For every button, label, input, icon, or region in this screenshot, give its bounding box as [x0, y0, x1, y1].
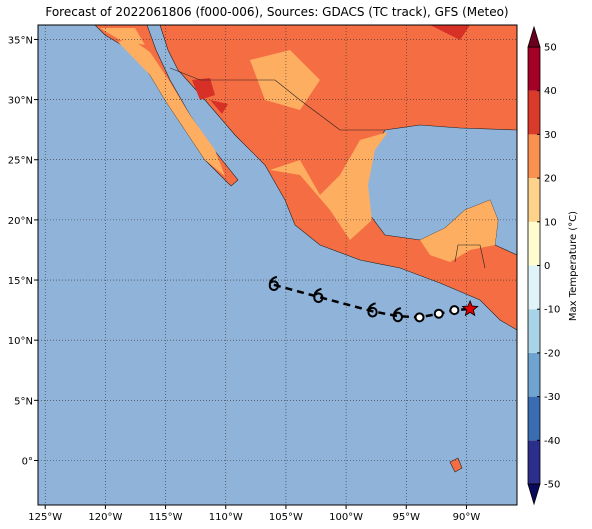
y-tick-label: 30°N	[8, 96, 33, 107]
map-frame	[37, 24, 518, 506]
grid	[38, 25, 517, 505]
colorbar-tick-label: 30	[544, 130, 557, 141]
colorbar: Max Temperature (°C) -50 -40 -30 -20 -10 0 10 2…	[527, 25, 579, 506]
current-position	[461, 299, 479, 317]
y-tick-label: 10°N	[8, 336, 33, 347]
cyclone-symbol	[392, 307, 403, 323]
x-tick-label: 115°W	[149, 512, 183, 523]
land-zone	[192, 78, 215, 100]
x-tick-label: 120°W	[88, 512, 122, 523]
colorbar-swatch	[528, 90, 540, 135]
y-tick-label: 20°N	[8, 216, 33, 227]
land-zone	[210, 100, 228, 114]
cyclone-symbol	[313, 287, 324, 303]
x-tick-label: 105°W	[269, 512, 303, 523]
track-point	[449, 305, 460, 316]
track-point	[433, 308, 444, 319]
land-zone	[430, 25, 470, 40]
y-tick-label: 0°	[22, 456, 33, 467]
y-tick-label: 15°N	[8, 276, 33, 287]
colorbar-tick-label: 50	[544, 43, 557, 54]
colorbar-swatch	[528, 265, 540, 310]
map-area	[37, 24, 518, 506]
land-zone	[420, 200, 498, 262]
colorbar-label: Max Temperature (°C)	[568, 211, 579, 321]
colorbar-tick-label: -30	[544, 392, 560, 403]
colorbar-extend	[527, 483, 541, 506]
x-tick-label: 100°W	[329, 512, 363, 523]
x-tick-label: 90°W	[453, 512, 481, 523]
colorbar-tick-label: 0	[544, 261, 550, 272]
colorbar-swatch	[528, 178, 540, 222]
y-tick-label: 25°N	[8, 156, 33, 167]
colorbar-swatch	[528, 47, 540, 91]
colorbar-swatch	[528, 221, 540, 266]
cyclone-symbol	[268, 275, 279, 291]
colorbar-tick-label: 20	[544, 174, 557, 185]
x-tick-label: 110°W	[209, 512, 243, 523]
colorbar-tick-label: -10	[544, 305, 560, 316]
colorbar-swatch	[528, 309, 540, 353]
colorbar-swatch	[528, 440, 540, 484]
colorbar-tick-label: 10	[544, 217, 557, 228]
border	[454, 244, 486, 269]
y-tick-label: 35°N	[8, 35, 33, 46]
colorbar-swatch	[528, 396, 540, 441]
land-zone	[100, 28, 145, 45]
y-tick-label: 5°N	[14, 396, 33, 407]
colorbar-swatch	[528, 352, 540, 397]
colorbar-extend	[527, 25, 541, 48]
colorbar-tick-label: -50	[544, 480, 560, 491]
track-point	[414, 312, 425, 323]
map-title: Forecast of 2022061806 (f000-006), Sourc…	[45, 5, 508, 19]
cyclone-symbol	[367, 302, 378, 318]
colorbar-tick-label: -40	[544, 436, 560, 447]
land-zone	[118, 38, 225, 176]
border	[169, 67, 385, 131]
colorbar-tick-label: -20	[544, 348, 560, 359]
track	[268, 275, 479, 323]
colorbar-tick-label: 40	[544, 86, 557, 97]
land-zone	[250, 50, 320, 110]
island	[449, 457, 463, 473]
x-tick-label: 95°W	[392, 512, 420, 523]
colorbar-swatch	[528, 134, 540, 179]
land-zone	[270, 132, 388, 240]
x-tick-label: 125°W	[28, 512, 62, 523]
